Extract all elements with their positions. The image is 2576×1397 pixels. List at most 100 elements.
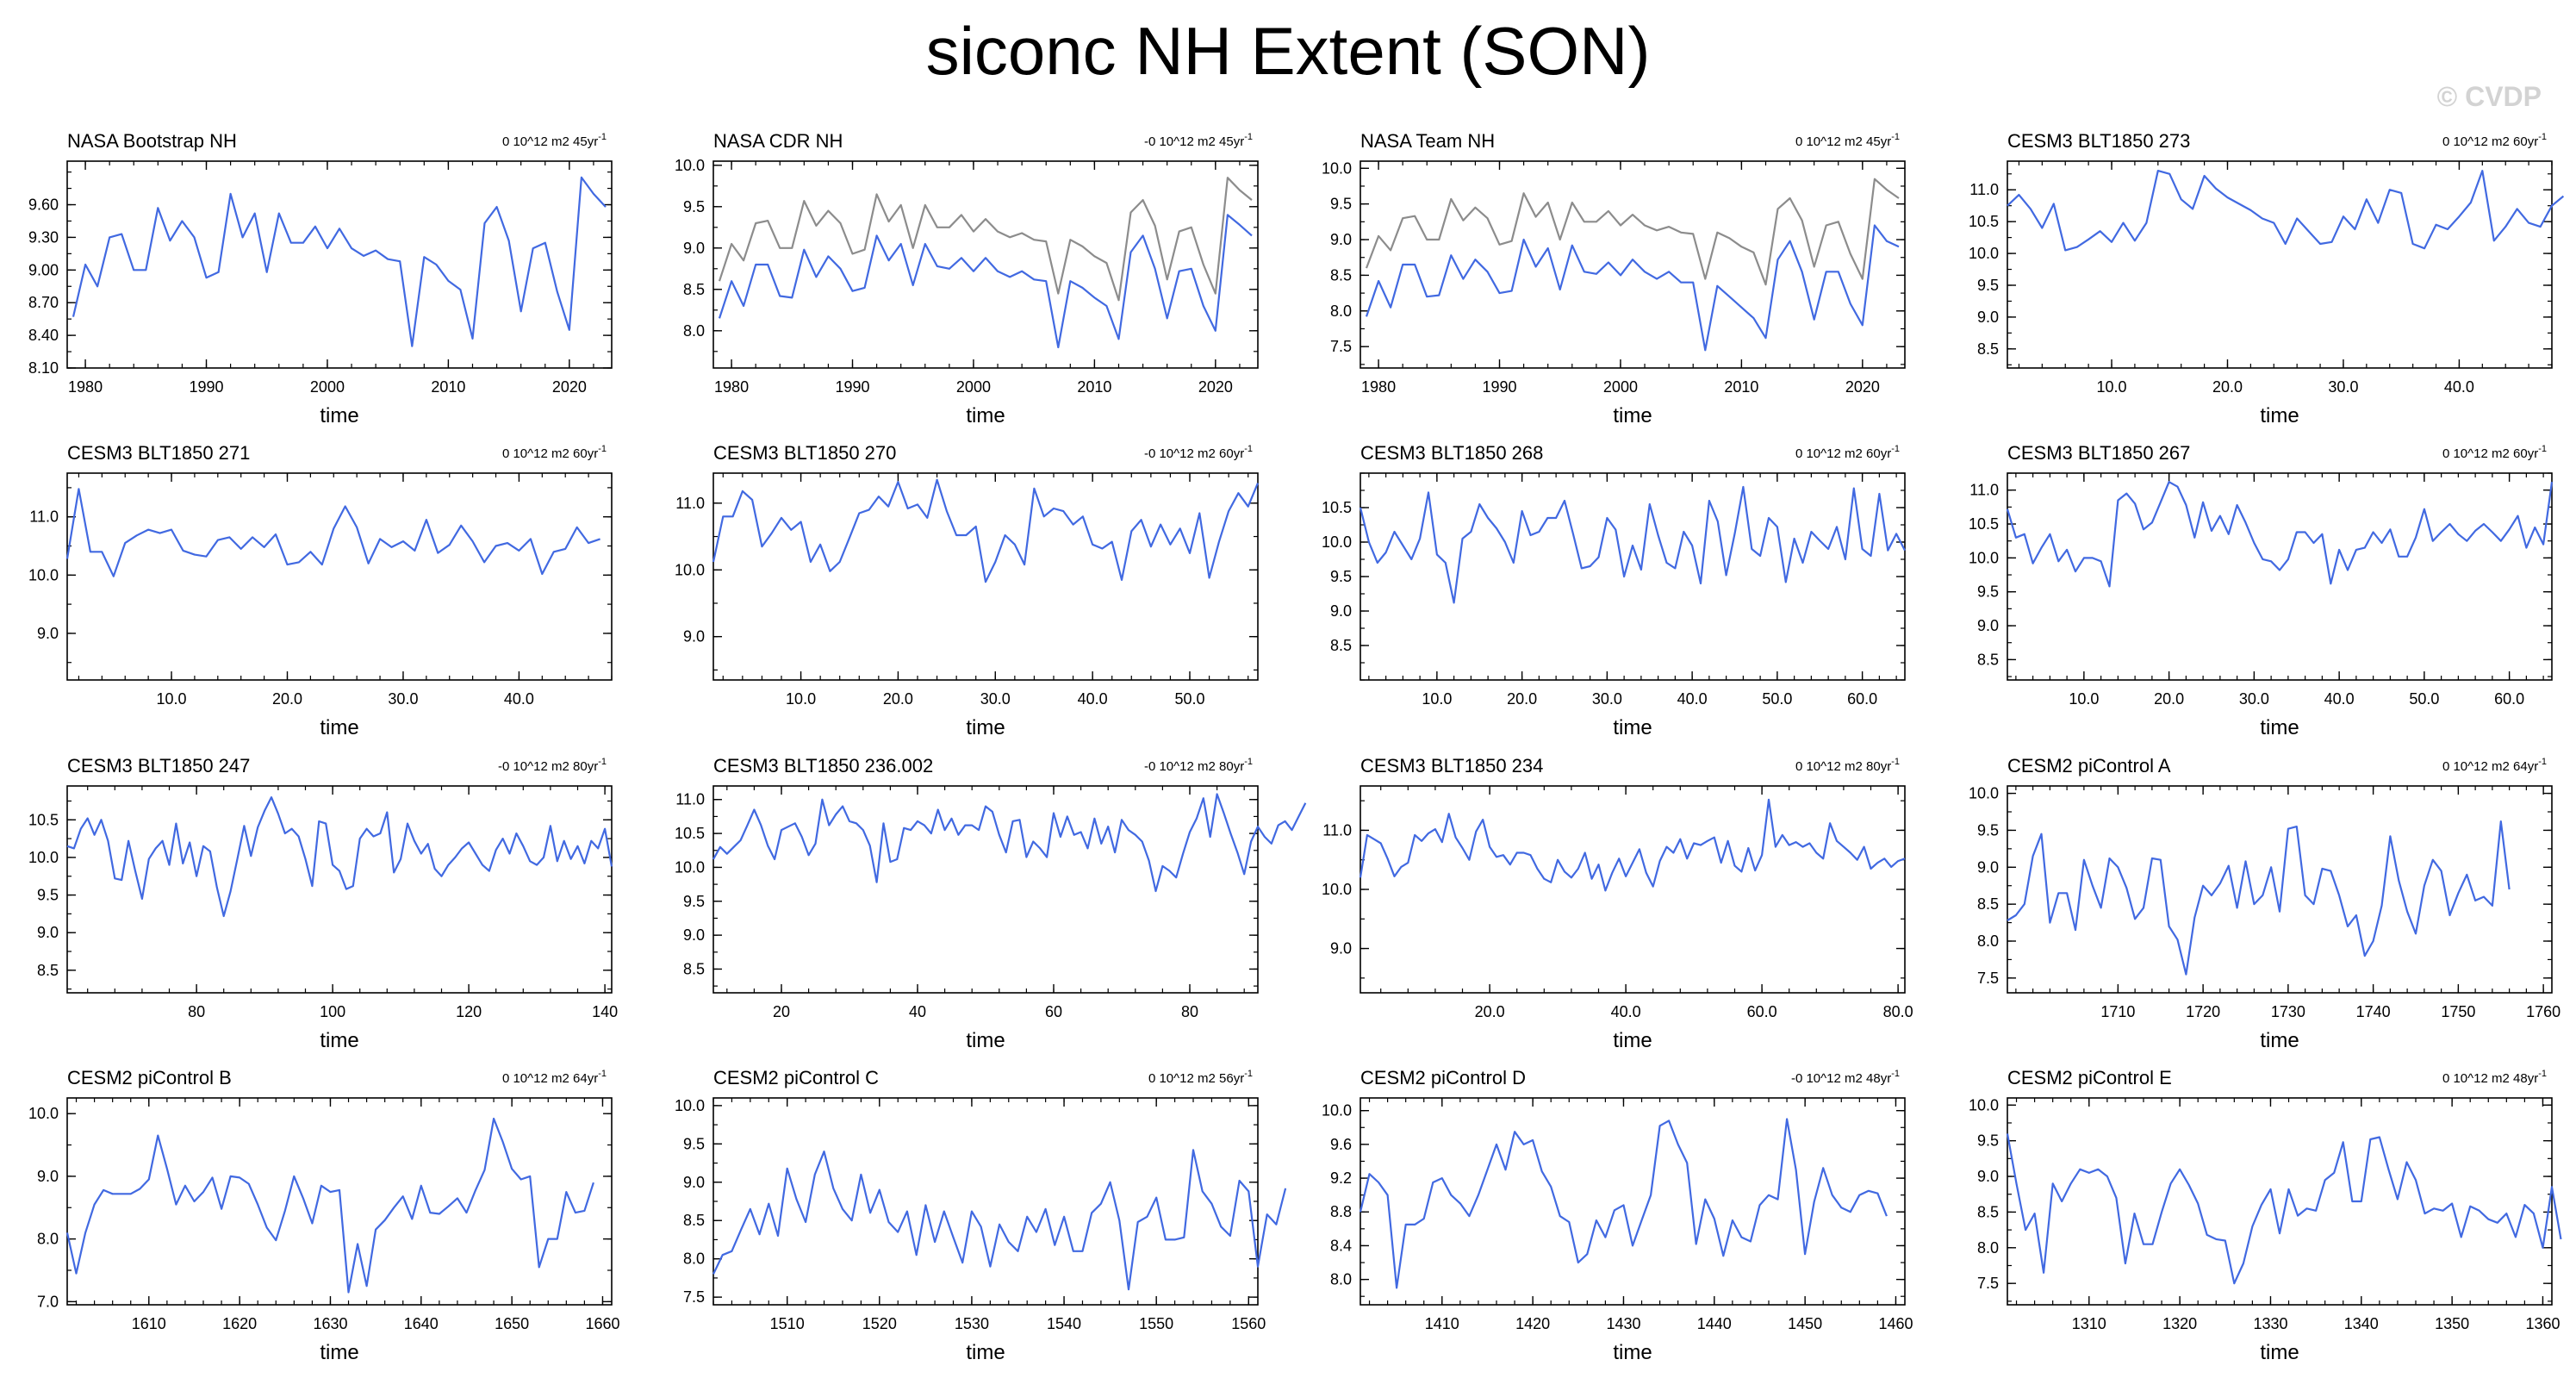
y-tick-label: 10.5 (28, 811, 59, 828)
y-tick-label: 9.5 (683, 893, 705, 910)
x-tick-label: 2000 (1603, 378, 1638, 396)
plot-frame (66, 785, 613, 994)
x-tick-label: 1450 (1788, 1315, 1822, 1332)
x-axis-label: time (1613, 1029, 1652, 1052)
x-tick-label: 40.0 (1078, 690, 1108, 708)
x-tick-label: 10.0 (1422, 690, 1452, 708)
panel-title: NASA Team NH (1360, 130, 1495, 152)
y-tick-label: 10.0 (1322, 881, 1352, 898)
plot-frame (2007, 785, 2553, 994)
x-tick-label: 1620 (222, 1315, 257, 1332)
panel-title: NASA CDR NH (713, 130, 843, 152)
plot-frame (2007, 1097, 2553, 1306)
chart-panel-15: 7.5 8.0 8.5 9.0 9.5 10.0 1310 1320 1330 1340 1350 1… (1969, 1067, 2562, 1364)
series-line-primary (1365, 224, 1900, 352)
y-tick-label: 10.0 (675, 1097, 705, 1114)
x-tick-label: 60.0 (1847, 690, 1877, 708)
x-axis-label: time (966, 404, 1005, 427)
series-line-primary (2006, 481, 2554, 588)
panel-title: CESM2 piControl D (1360, 1067, 1526, 1088)
plot-frame (712, 472, 1259, 681)
y-tick-label: 9.0 (1977, 617, 1999, 634)
plot-frame (66, 1097, 613, 1306)
x-tick-label: 2020 (1198, 378, 1233, 396)
series-line-primary (712, 478, 1260, 583)
y-tick-label: 9.0 (683, 628, 705, 645)
x-tick-label: 50.0 (1174, 690, 1204, 708)
x-tick-label: 30.0 (980, 690, 1011, 708)
y-tick-label: 9.5 (37, 887, 59, 904)
trend-value: -0 10^12 m2 45yr (1144, 134, 1244, 149)
x-tick-label: 2010 (1077, 378, 1111, 396)
x-tick-label: 60.0 (1747, 1003, 1777, 1020)
y-tick-label: 7.5 (1977, 970, 1999, 987)
trend-label: 0 10^12 m2 60yr-1 (2442, 132, 2547, 149)
x-tick-label: 140 (592, 1003, 618, 1020)
x-tick-label: 20.0 (1475, 1003, 1505, 1020)
series-line-primary (1359, 485, 1906, 604)
x-tick-label: 1610 (132, 1315, 166, 1332)
trend-label: -0 10^12 m2 80yr-1 (1144, 757, 1253, 774)
x-tick-label: 40.0 (1677, 690, 1708, 708)
x-tick-label: 2010 (1724, 378, 1758, 396)
y-tick-label: 10.0 (1322, 1102, 1352, 1119)
y-tick-label: 9.2 (1330, 1169, 1352, 1187)
plot-frame (1360, 785, 1906, 994)
x-tick-label: 1410 (1425, 1315, 1459, 1332)
cvdp-watermark: © CVDP (2436, 81, 2542, 112)
y-tick-label: 9.60 (28, 196, 59, 214)
chart-panel-8: 8.5 9.0 9.5 10.0 10.5 80 100 120 140 CESM3 BLT185… (28, 755, 618, 1052)
y-tick-label: 9.00 (28, 261, 59, 278)
panel-title: CESM3 BLT1850 268 (1360, 442, 1543, 464)
y-tick-label: 9.5 (1330, 568, 1352, 585)
trend-label: -0 10^12 m2 80yr-1 (498, 757, 607, 774)
x-tick-label: 1630 (313, 1315, 347, 1332)
plot-frame (2007, 160, 2553, 369)
trend-label: 0 10^12 m2 56yr-1 (1148, 1069, 1253, 1086)
x-tick-label: 1710 (2100, 1003, 2135, 1020)
y-tick-label: 9.0 (683, 240, 705, 257)
x-axis-label: time (320, 716, 358, 739)
x-tick-label: 1550 (1139, 1315, 1173, 1332)
x-tick-label: 30.0 (1592, 690, 1622, 708)
x-tick-label: 50.0 (2409, 690, 2439, 708)
panel-title: CESM3 BLT1850 267 (2007, 442, 2190, 464)
y-tick-label: 8.0 (1330, 1271, 1352, 1288)
y-tick-label: 8.8 (1330, 1203, 1352, 1220)
trend-label: 0 10^12 m2 45yr-1 (502, 132, 607, 149)
trend-value: 0 10^12 m2 60yr (502, 446, 598, 461)
x-tick-label: 40 (909, 1003, 926, 1020)
trend-label: -0 10^12 m2 45yr-1 (1144, 132, 1253, 149)
x-tick-label: 1640 (404, 1315, 439, 1332)
x-tick-label: 1650 (495, 1315, 529, 1332)
x-axis-label: time (320, 1029, 358, 1052)
x-tick-label: 60 (1045, 1003, 1062, 1020)
panel-title: CESM2 piControl A (2007, 755, 2171, 776)
main-title: siconc NH Extent (SON) (925, 13, 1651, 89)
trend-label: 0 10^12 m2 64yr-1 (2442, 757, 2547, 774)
x-tick-label: 1520 (862, 1315, 897, 1332)
x-tick-label: 1530 (955, 1315, 989, 1332)
x-tick-label: 2010 (431, 378, 465, 396)
chart-panel-9: 8.5 9.0 9.5 10.0 10.5 11.0 20 40 60 80 CESM3 BLT18… (675, 755, 1307, 1052)
x-tick-label: 1330 (2253, 1315, 2287, 1332)
x-tick-label: 2000 (310, 378, 345, 396)
series-line-primary (1359, 1118, 1888, 1289)
panel-title: CESM3 BLT1850 236.002 (713, 755, 933, 776)
y-tick-label: 11.0 (1969, 482, 1999, 499)
y-tick-label: 8.5 (1977, 651, 1999, 668)
series-line-primary (72, 176, 607, 347)
chart-panel-3: 8.5 9.0 9.5 10.0 10.5 11.0 10.0 20.0 30.0 40.0 CES… (1969, 130, 2565, 427)
y-tick-label: 10.0 (28, 1105, 59, 1122)
y-tick-label: 9.5 (1977, 1132, 1999, 1150)
x-tick-label: 1310 (2072, 1315, 2106, 1332)
y-tick-label: 8.40 (28, 327, 59, 344)
y-tick-label: 10.0 (1969, 1096, 1999, 1113)
x-tick-label: 1980 (68, 378, 103, 396)
y-tick-label: 8.5 (1977, 340, 1999, 358)
trend-value: -0 10^12 m2 60yr (1144, 446, 1244, 461)
y-tick-label: 10.0 (28, 849, 59, 866)
x-tick-label: 1720 (2186, 1003, 2220, 1020)
x-tick-label: 1440 (1697, 1315, 1732, 1332)
